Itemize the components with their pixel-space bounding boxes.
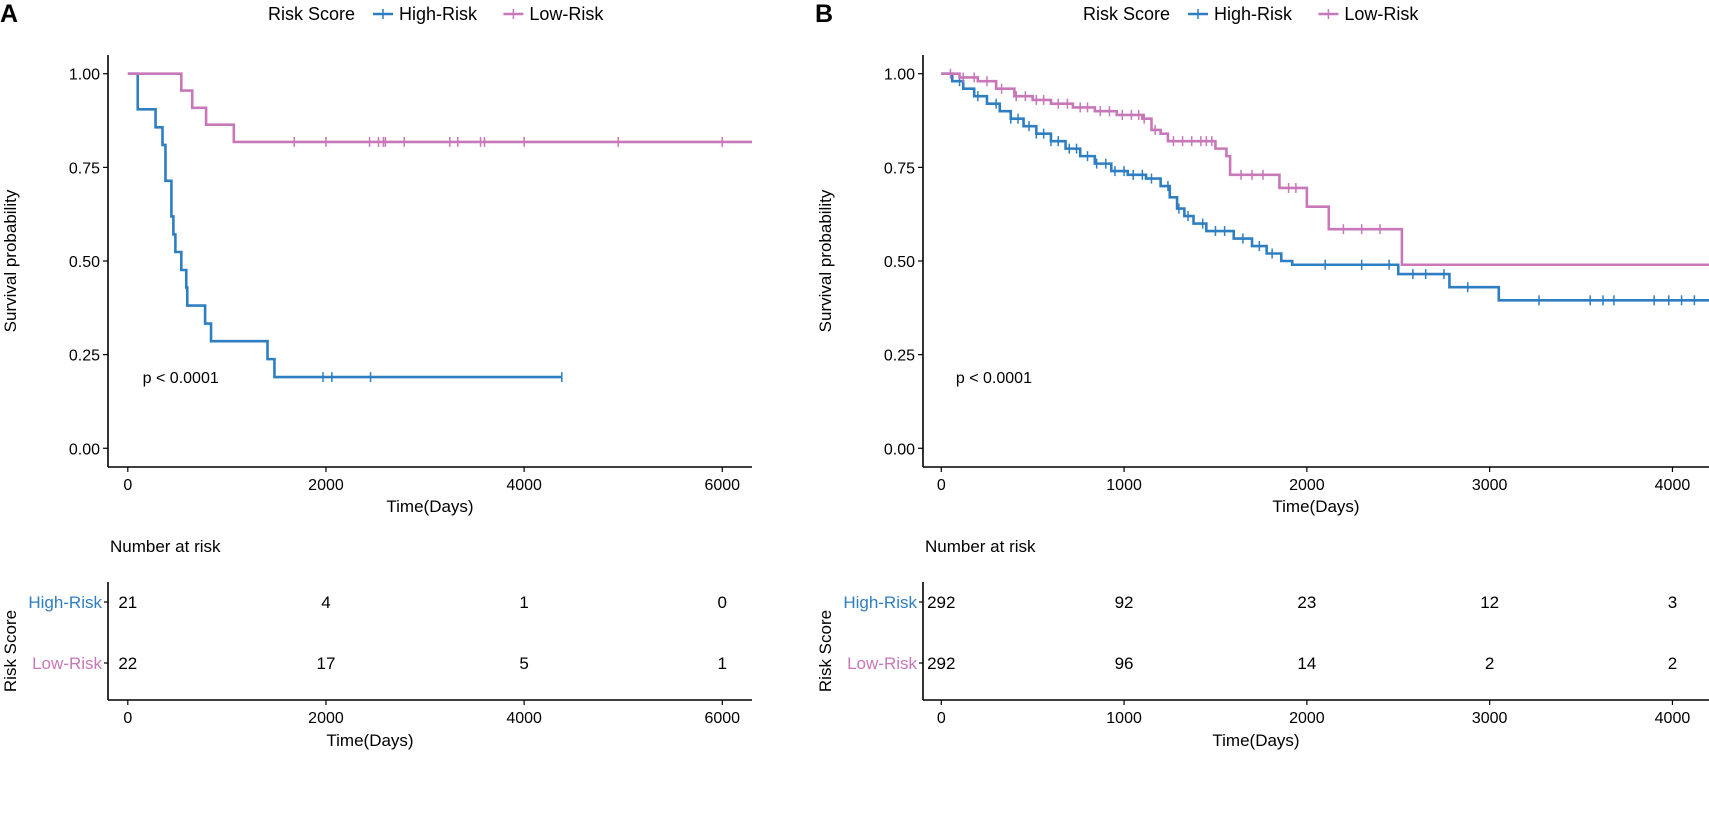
risk-table-cell: 96 [1115,654,1134,673]
legend-key-low-risk [1318,9,1339,19]
risk-table-cell: 17 [317,654,336,673]
km-curve-low-risk [127,72,752,147]
km-step-line [941,72,1709,267]
y-tick-label: 0.50 [69,254,100,271]
risk-table-cell: 92 [1115,593,1134,612]
risk-x-tick-label: 2000 [1289,710,1325,727]
risk-row-label-high-risk: High-Risk [28,593,102,612]
legend-key-high-risk [373,9,393,19]
y-tick-label: 0.75 [884,160,915,177]
km-axes: 0.00 0.25 0.50 0.75 1.00 0 1000 2000 3000 4000 Tim… [816,55,1709,516]
risk-row-label-high-risk: High-Risk [843,593,917,612]
y-axis-title: Survival probability [816,189,835,332]
risk-row-label-low-risk: Low-Risk [32,654,102,673]
p-value-annotation: p < 0.0001 [143,370,219,387]
risk-row-label-low-risk: Low-Risk [847,654,917,673]
risk-table-cell: 4 [321,593,330,612]
risk-table-x-title: Time(Days) [326,731,413,750]
risk-x-tick-label: 4000 [506,710,542,727]
x-axis-title: Time(Days) [386,497,473,516]
risk-table-cell: 23 [1297,593,1316,612]
risk-table-cell: 3 [1668,593,1677,612]
panel-a: A Risk Score High-Risk Low-Risk 0.00 0.25 0.50… [0,0,752,750]
x-tick-label: 1000 [1106,477,1142,494]
risk-x-tick-label: 3000 [1472,710,1508,727]
risk-table-title: Number at risk [925,537,1036,556]
risk-table-cell: 14 [1297,654,1316,673]
legend: Risk Score High-Risk Low-Risk [1083,4,1419,24]
legend-key-high-risk [1188,9,1208,19]
risk-table-cell: 292 [927,593,955,612]
y-tick-label: 1.00 [884,67,915,84]
x-tick-label: 2000 [308,477,344,494]
risk-table-cell: 292 [927,654,955,673]
legend-item-low-risk: Low-Risk [1344,4,1419,24]
p-value-annotation: p < 0.0001 [956,370,1032,387]
x-tick-label: 6000 [704,477,740,494]
y-tick-label: 0.00 [69,441,100,458]
legend-title: Risk Score [268,4,355,24]
risk-x-tick-label: 0 [123,710,132,727]
legend-title: Risk Score [1083,4,1170,24]
y-tick-label: 1.00 [69,67,100,84]
y-tick-label: 0.75 [69,160,100,177]
risk-x-tick-label: 6000 [704,710,740,727]
panel-label: A [0,0,18,28]
x-tick-label: 4000 [506,477,542,494]
risk-table-cell: 2 [1485,654,1494,673]
risk-table-cell: 5 [519,654,528,673]
km-step-line [127,72,752,144]
x-tick-label: 4000 [1655,477,1691,494]
risk-table-cell: 21 [118,593,137,612]
risk-table: Number at risk High-Risk 21 4 1 0 Low-Risk 22 17… [1,537,752,750]
risk-x-tick-label: 1000 [1106,710,1142,727]
y-tick-label: 0.00 [884,441,915,458]
risk-table-cell: 1 [718,654,727,673]
risk-x-tick-label: 2000 [308,710,344,727]
km-curve-high-risk [127,72,563,383]
x-tick-label: 0 [937,477,946,494]
km-step-line [127,72,562,379]
risk-x-tick-label: 0 [937,710,946,727]
risk-table: Number at risk High-Risk 292 92 23 12 3 Low-Ris… [816,537,1709,750]
risk-table-cell: 2 [1668,654,1677,673]
risk-table-x-title: Time(Days) [1212,731,1299,750]
risk-table-title: Number at risk [110,537,221,556]
risk-table-cell: 1 [519,593,528,612]
legend-item-high-risk: High-Risk [1214,4,1293,24]
risk-table-cell: 12 [1480,593,1499,612]
risk-table-cell: 0 [718,593,727,612]
risk-table-y-title: Risk Score [816,610,835,692]
x-tick-label: 0 [123,477,132,494]
x-tick-label: 3000 [1472,477,1508,494]
legend-item-high-risk: High-Risk [399,4,478,24]
panel-label: B [815,0,833,28]
risk-table-cell: 22 [118,654,137,673]
legend-key-low-risk [503,9,524,19]
risk-x-tick-label: 4000 [1655,710,1691,727]
km-step-line [941,72,1709,302]
km-curve-low-risk [941,68,1709,267]
legend-item-low-risk: Low-Risk [529,4,604,24]
km-axes: 0.00 0.25 0.50 0.75 1.00 0 2000 4000 6000 Time(Da… [1,55,752,516]
y-tick-label: 0.50 [884,254,915,271]
legend: Risk Score High-Risk Low-Risk [268,4,604,24]
panel-b: B Risk Score High-Risk Low-Risk 0.00 0.25 0.50… [815,0,1709,750]
risk-table-y-title: Risk Score [1,610,20,692]
y-axis-title: Survival probability [1,189,20,332]
km-curve-high-risk [941,72,1709,306]
y-tick-label: 0.25 [69,348,100,365]
x-axis-title: Time(Days) [1272,497,1359,516]
y-tick-label: 0.25 [884,348,915,365]
x-tick-label: 2000 [1289,477,1325,494]
